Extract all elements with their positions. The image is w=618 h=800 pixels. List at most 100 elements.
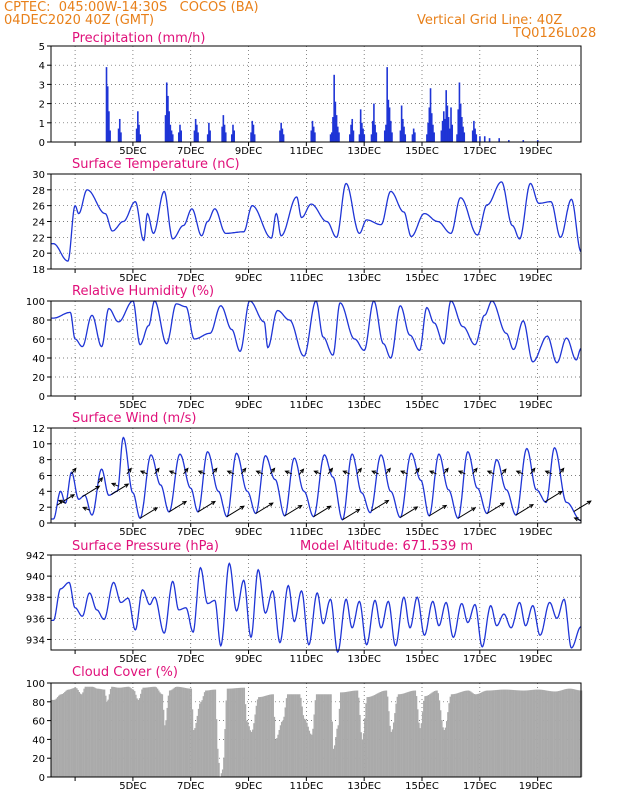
cloud-bar: [277, 734, 279, 777]
cloud-bar: [402, 693, 405, 777]
cloud-bar: [445, 721, 448, 777]
wind-arrow: [97, 477, 103, 484]
wind-arrow-head: [239, 505, 245, 510]
cloud-bar: [367, 697, 370, 777]
wind-arrow: [356, 468, 362, 475]
cloud-bar: [421, 712, 424, 777]
cloud-bar: [405, 692, 407, 777]
precip-bar: [400, 105, 403, 142]
cloud-bar: [330, 694, 332, 777]
precip-bar: [197, 132, 199, 142]
x-tick-label: 7DEC: [177, 146, 204, 157]
precip-bar: [336, 126, 339, 142]
cloud-bar: [339, 692, 342, 777]
cloud-bar: [111, 686, 113, 777]
cloud-bar: [211, 689, 213, 777]
wind-arrow-head: [270, 467, 276, 473]
cloud-bar: [532, 689, 535, 777]
wind-arrow-head: [559, 467, 565, 473]
cloud-bar: [142, 687, 144, 777]
cloud-bar: [73, 687, 76, 777]
precip-bar: [170, 130, 173, 142]
cloud-bar: [425, 696, 427, 777]
x-tick-label: 11DEC: [289, 273, 323, 284]
cloud-bar: [473, 694, 476, 777]
wind-arrow-head: [313, 470, 319, 475]
cloud-bar: [459, 692, 461, 777]
cloud-bar: [441, 720, 443, 777]
cloud-bar: [458, 692, 460, 777]
cloud-bar: [579, 690, 582, 777]
y-tick-label: 12: [32, 424, 45, 435]
x-tick-label: 11DEC: [289, 146, 323, 157]
cloud-bar: [289, 694, 291, 777]
cloud-bar: [472, 693, 474, 777]
precip-bar: [253, 134, 256, 142]
wind-arrow-head: [139, 470, 145, 475]
cloud-bar: [413, 690, 415, 777]
cloud-bar: [550, 691, 553, 777]
cloud-bar: [517, 690, 519, 777]
cloud-bar: [253, 723, 255, 777]
cloud-bar: [495, 690, 497, 777]
x-tick-label: 9DEC: [235, 781, 262, 792]
plot-frame-top: [50, 173, 582, 270]
cloud-bar: [172, 688, 174, 777]
header-date: 04DEC2020 40Z (GMT): [4, 13, 155, 28]
cloud-bar: [130, 688, 132, 777]
precip-bar: [138, 124, 140, 142]
cloud-bar: [159, 692, 161, 777]
cloud-bar: [482, 691, 484, 777]
x-tick-label: 13DEC: [347, 400, 381, 411]
x-tick-label: 19DEC: [519, 527, 553, 538]
cloud-bar: [61, 693, 64, 777]
cloud-bar: [189, 688, 191, 777]
wind-arrow: [226, 505, 245, 518]
cloud-bar: [572, 689, 574, 777]
cloud-bar: [360, 732, 362, 777]
cloud-bar: [538, 689, 541, 777]
cloud-bar: [411, 690, 413, 777]
cloud-bar: [535, 689, 537, 777]
precip-bar: [473, 120, 475, 142]
cloud-bar: [115, 687, 118, 777]
cloud-bar: [258, 697, 260, 777]
cloud-bar: [379, 691, 382, 777]
y-tick-label: 40: [32, 735, 45, 746]
cloud-bar: [342, 692, 344, 777]
cloud-bar: [76, 688, 78, 777]
y-tick-label: 80: [32, 698, 45, 709]
precip-bar: [387, 99, 390, 142]
cloud-bar: [491, 690, 494, 777]
x-tick-label: 7DEC: [177, 400, 204, 411]
cloud-bar: [315, 694, 318, 777]
cloud-bar: [471, 692, 473, 777]
cloud-bar: [477, 693, 479, 777]
wind-arrow: [227, 470, 235, 475]
precip-bar: [208, 122, 210, 142]
cloud-bar: [394, 713, 396, 777]
cloud-bar: [54, 699, 56, 777]
cloud-bar: [94, 687, 96, 777]
cloud-bar: [232, 688, 235, 777]
cloud-bar: [324, 694, 326, 777]
cloud-bar: [501, 689, 503, 777]
cloud-bar: [346, 691, 348, 777]
y-tick-label: 0: [39, 773, 45, 784]
cloud-bar: [565, 689, 567, 777]
cloud-bar: [577, 690, 579, 777]
cloud-bar: [321, 694, 324, 777]
cloud-bar: [60, 694, 62, 777]
cloud-bar: [508, 689, 511, 777]
wind-arrow-head: [182, 500, 188, 506]
precip-bar: [403, 126, 405, 142]
precip-bar: [108, 111, 110, 142]
cloud-bar: [146, 687, 148, 777]
wind-arrow-head: [95, 485, 101, 490]
cloud-bar: [171, 689, 173, 777]
x-tick-label: 15DEC: [405, 146, 439, 157]
precip-bar: [370, 134, 373, 142]
cloud-bar: [148, 687, 150, 777]
wind-arrow: [472, 468, 478, 475]
cloud-bar: [305, 719, 307, 777]
